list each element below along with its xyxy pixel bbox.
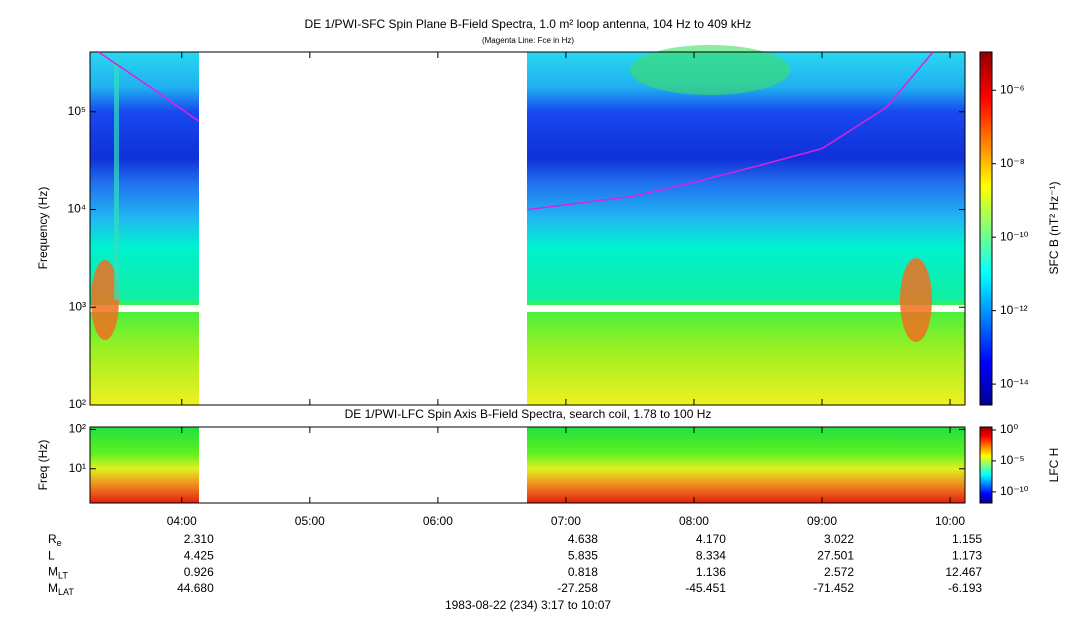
axes-frame — [89, 426, 966, 504]
row-label: Re — [48, 532, 62, 548]
colorbar-tick-label: 10⁻¹⁴ — [1000, 376, 1029, 390]
spectrogram — [90, 427, 199, 503]
row-label: MLT — [48, 565, 68, 581]
gap — [90, 305, 965, 312]
emission — [900, 258, 932, 342]
x-tick-label: 07:00 — [551, 514, 581, 528]
ephemeris-value: -71.452 — [813, 581, 854, 595]
emission — [630, 45, 790, 95]
y-axis-label: Freq (Hz) — [36, 440, 50, 491]
x-tick-label: 09:00 — [807, 514, 837, 528]
colorbar-tick-label: 10⁻⁸ — [1000, 156, 1025, 170]
ephemeris-value: 1.136 — [696, 565, 726, 579]
ephemeris-value: 2.572 — [824, 565, 854, 579]
spectrogram — [90, 52, 199, 405]
x-tick-label: 08:00 — [679, 514, 709, 528]
colorbar — [979, 426, 993, 504]
ephemeris-value: 8.334 — [696, 548, 726, 562]
row-label-sub: LT — [58, 571, 68, 581]
ephemeris-value: 0.926 — [184, 565, 214, 579]
ephemeris-value: 4.425 — [184, 548, 214, 562]
spectrogram — [527, 427, 965, 503]
row-label-sub: e — [57, 538, 62, 548]
emission — [91, 260, 119, 340]
ephemeris-value: 27.501 — [817, 548, 854, 562]
y-tick-label: 10³ — [69, 299, 86, 313]
ephemeris-value: 3.022 — [824, 532, 854, 546]
ephemeris-value: 44.680 — [177, 581, 214, 595]
colorbar-label: LFC H — [1047, 448, 1061, 483]
x-tick-label: 10:00 — [935, 514, 965, 528]
colorbar-tick-label: 10⁰ — [1000, 422, 1018, 436]
y-tick-label: 10² — [69, 397, 86, 411]
colorbar-tick-label: 10⁻⁵ — [1000, 453, 1025, 467]
colorbar-tick-label: 10⁻¹² — [1000, 303, 1028, 317]
y-tick-label: 10⁴ — [67, 202, 86, 216]
y-axis-label: Frequency (Hz) — [36, 187, 50, 270]
y-tick-label: 10¹ — [69, 461, 86, 475]
ephemeris-value: 4.170 — [696, 532, 726, 546]
x-tick-label: 05:00 — [295, 514, 325, 528]
colorbar-tick-label: 10⁻¹⁰ — [1000, 229, 1029, 243]
colorbar-label: SFC B (nT² Hz⁻¹) — [1047, 182, 1061, 275]
row-label-main: L — [48, 548, 55, 562]
ephemeris-value: 2.310 — [184, 532, 214, 546]
footer: 1983-08-22 (234) 3:17 to 10:07 — [445, 598, 611, 612]
title: DE 1/PWI-SFC Spin Plane B-Field Spectra,… — [305, 17, 752, 31]
y-tick-label: 10⁵ — [68, 104, 86, 118]
row-label: MLAT — [48, 581, 74, 597]
ephemeris-value: 0.818 — [568, 565, 598, 579]
row-label-main: M — [48, 565, 58, 579]
title: DE 1/PWI-LFC Spin Axis B-Field Spectra, … — [345, 407, 712, 421]
fce-line — [98, 52, 934, 211]
axes-frame — [89, 51, 966, 406]
ephemeris-value: -45.451 — [685, 581, 726, 595]
ephemeris-value: 4.638 — [568, 532, 598, 546]
colorbar-tick-label: 10⁻⁶ — [1000, 82, 1025, 96]
spectrogram — [527, 52, 965, 405]
emission — [114, 60, 119, 300]
x-tick-label: 04:00 — [167, 514, 197, 528]
row-label: L — [48, 548, 55, 562]
ephemeris-value: -27.258 — [557, 581, 598, 595]
ephemeris-value: 1.155 — [952, 532, 982, 546]
ephemeris-value: 12.467 — [945, 565, 982, 579]
colorbar-tick-label: 10⁻¹⁰ — [1000, 484, 1029, 498]
ephemeris-value: 5.835 — [568, 548, 598, 562]
y-tick-label: 10² — [69, 422, 86, 436]
row-label-main: M — [48, 581, 58, 595]
ephemeris-value: 1.173 — [952, 548, 982, 562]
ephemeris-value: -6.193 — [948, 581, 982, 595]
row-label-sub: LAT — [58, 587, 74, 597]
subtitle: (Magenta Line: Fce in Hz) — [482, 36, 574, 45]
row-label-main: R — [48, 532, 57, 546]
colorbar — [979, 51, 993, 406]
x-tick-label: 06:00 — [423, 514, 453, 528]
